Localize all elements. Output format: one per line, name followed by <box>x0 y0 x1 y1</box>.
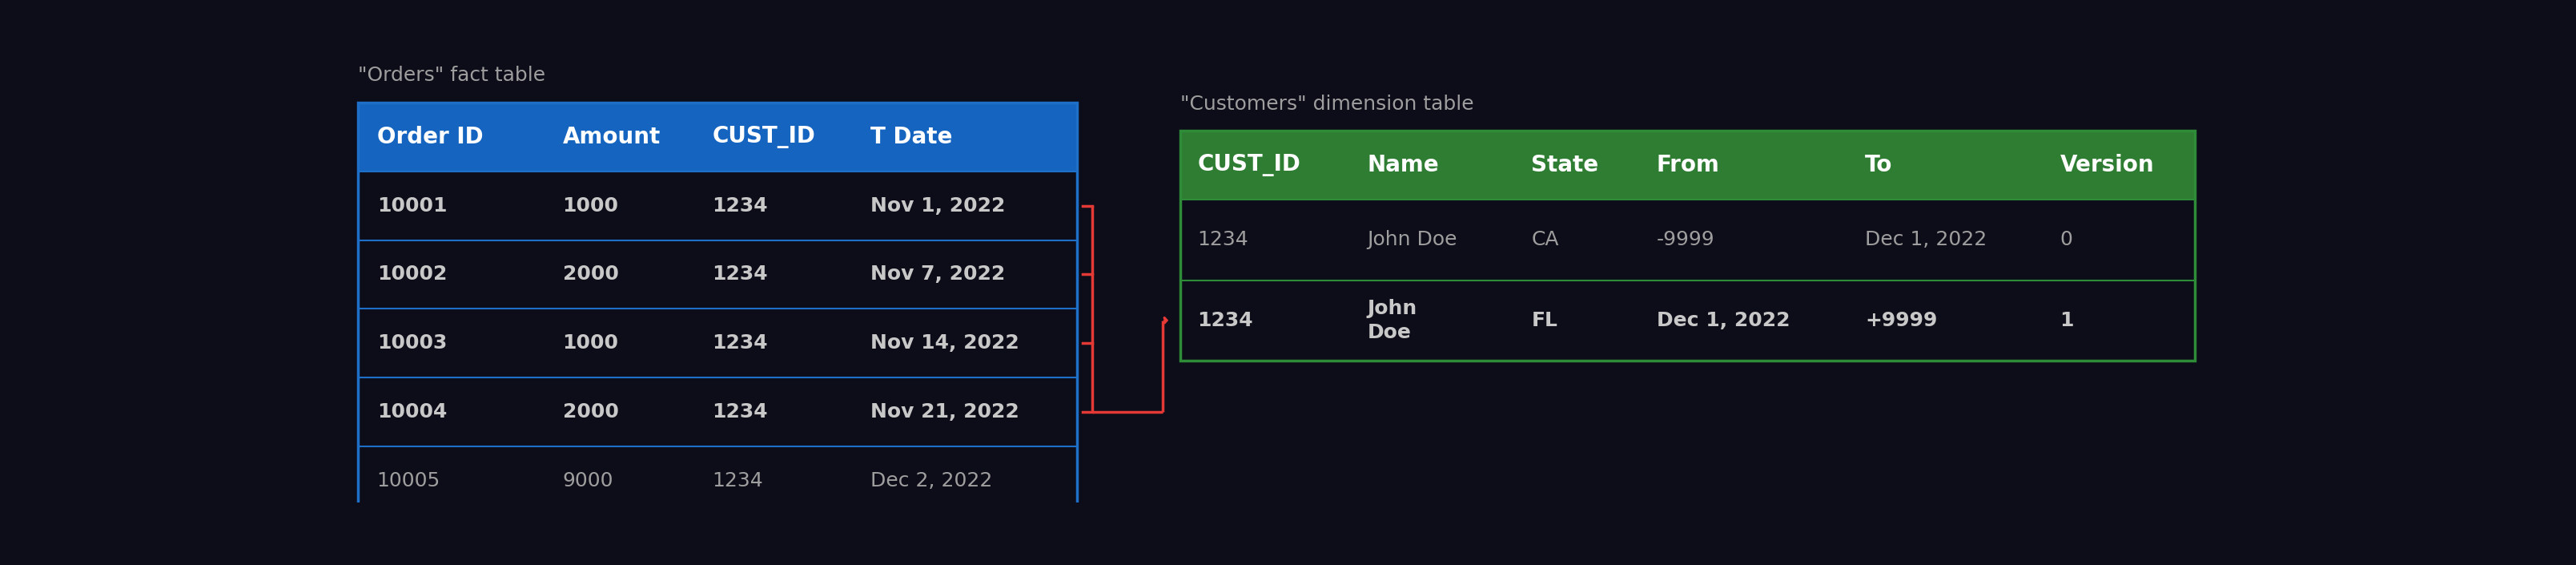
Bar <box>358 446 1077 515</box>
Text: Version: Version <box>2061 154 2154 176</box>
Bar <box>1180 199 2195 280</box>
Text: 10005: 10005 <box>376 471 440 490</box>
Bar <box>1180 131 2195 199</box>
Text: Nov 1, 2022: Nov 1, 2022 <box>871 196 1005 215</box>
Bar <box>358 309 1077 377</box>
Text: Dec 2, 2022: Dec 2, 2022 <box>871 471 992 490</box>
Bar <box>358 240 1077 309</box>
Text: Amount: Amount <box>562 126 659 148</box>
Bar <box>1180 131 2195 360</box>
Text: Order ID: Order ID <box>376 126 484 148</box>
Text: State: State <box>1530 154 1600 176</box>
Text: "Customers" dimension table: "Customers" dimension table <box>1180 94 1473 114</box>
Text: To: To <box>1865 154 1893 176</box>
Text: 0: 0 <box>2061 231 2074 250</box>
Text: 1000: 1000 <box>562 196 618 215</box>
Text: "Orders" fact table: "Orders" fact table <box>358 66 546 85</box>
Text: 1: 1 <box>2061 311 2074 330</box>
Text: FL: FL <box>1530 311 1558 330</box>
Text: Dec 1, 2022: Dec 1, 2022 <box>1656 311 1790 330</box>
Text: CA: CA <box>1530 231 1558 250</box>
Text: 1000: 1000 <box>562 333 618 353</box>
Text: 1234: 1234 <box>714 402 768 421</box>
Text: 2000: 2000 <box>562 402 618 421</box>
Text: 1234: 1234 <box>714 333 768 353</box>
Text: 1234: 1234 <box>1198 311 1252 330</box>
Text: 1234: 1234 <box>714 265 768 284</box>
Text: -9999: -9999 <box>1656 231 1716 250</box>
Text: 10004: 10004 <box>376 402 446 421</box>
Text: 10003: 10003 <box>376 333 446 353</box>
Bar <box>358 103 1077 171</box>
Bar <box>358 377 1077 446</box>
Bar <box>1180 280 2195 360</box>
Text: 1234: 1234 <box>714 471 762 490</box>
Text: 10002: 10002 <box>376 265 446 284</box>
Text: From: From <box>1656 154 1721 176</box>
Text: T Date: T Date <box>871 126 953 148</box>
Text: John
Doe: John Doe <box>1368 299 1417 342</box>
Text: 1234: 1234 <box>1198 231 1249 250</box>
Text: 2000: 2000 <box>562 265 618 284</box>
Text: Nov 14, 2022: Nov 14, 2022 <box>871 333 1018 353</box>
Text: 9000: 9000 <box>562 471 613 490</box>
Text: CUST_ID: CUST_ID <box>1198 154 1301 176</box>
Text: 10001: 10001 <box>376 196 448 215</box>
Text: Dec 1, 2022: Dec 1, 2022 <box>1865 231 1986 250</box>
Text: CUST_ID: CUST_ID <box>714 126 817 148</box>
Text: John Doe: John Doe <box>1368 231 1458 250</box>
Text: 1234: 1234 <box>714 196 768 215</box>
Text: +9999: +9999 <box>1865 311 1937 330</box>
Text: Nov 21, 2022: Nov 21, 2022 <box>871 402 1018 421</box>
Bar <box>358 103 1077 515</box>
Text: Nov 7, 2022: Nov 7, 2022 <box>871 265 1005 284</box>
Bar <box>358 171 1077 240</box>
Text: Name: Name <box>1368 154 1440 176</box>
